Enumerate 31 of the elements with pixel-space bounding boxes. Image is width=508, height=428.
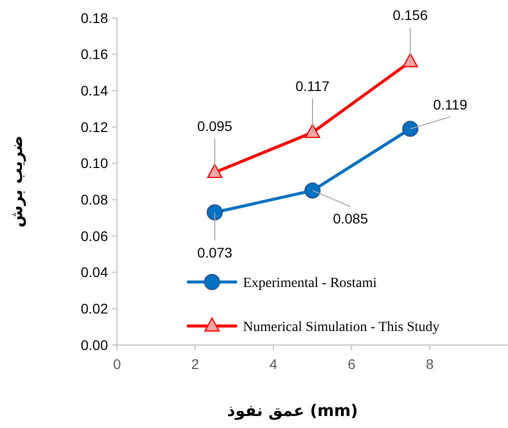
- x-tick-label: 4: [270, 356, 278, 372]
- x-tick-label: 0: [113, 356, 122, 372]
- data-label: 0.117: [296, 78, 330, 94]
- y-axis-title: ضریب برش: [7, 136, 26, 228]
- y-tick-label: 0.00: [80, 336, 108, 353]
- y-tick-label: 0.02: [80, 300, 108, 317]
- x-tick-label: 2: [191, 356, 200, 372]
- point: [402, 53, 418, 68]
- x-tick-label: 8: [426, 356, 434, 372]
- data-label: 0.156: [392, 7, 428, 24]
- data-label: 0.119: [433, 96, 468, 112]
- y-tick-label: 0.16: [80, 46, 108, 62]
- y-tick-label: 0.14: [80, 82, 108, 99]
- x-axis-title: عمق نفوذ (mm): [227, 401, 358, 420]
- point: [206, 204, 223, 220]
- y-tick-label: 0.04: [80, 264, 108, 280]
- data-label: 0.095: [197, 118, 232, 134]
- point: [402, 120, 418, 137]
- legend-label: Numerical Simulation - This Study: [243, 320, 440, 335]
- point: [207, 164, 222, 178]
- legend-label: Experimental - Rostami: [243, 276, 377, 291]
- y-tick-label: 0.08: [80, 192, 108, 208]
- point: [304, 124, 320, 138]
- data-label: 0.073: [197, 244, 232, 260]
- data-label: 0.085: [332, 210, 368, 226]
- y-tick-label: 0.18: [80, 10, 108, 26]
- y-tick-label: 0.10: [80, 155, 108, 172]
- y-tick-label: 0.12: [80, 118, 108, 135]
- y-tick-label: 0.06: [80, 228, 108, 244]
- point: [304, 182, 321, 199]
- x-tick-label: 6: [348, 356, 356, 372]
